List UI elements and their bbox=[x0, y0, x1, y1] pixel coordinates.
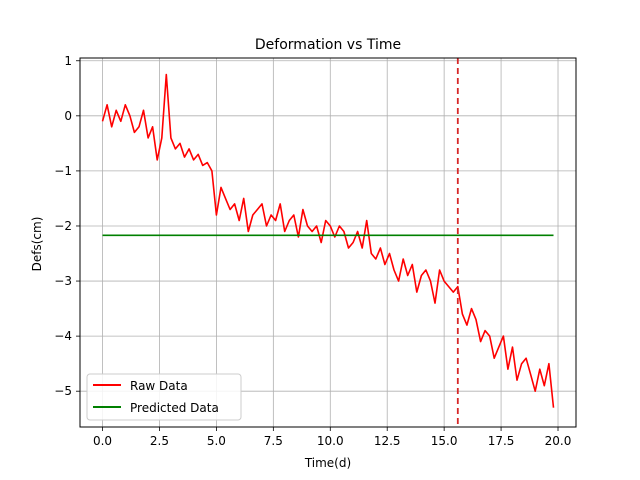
y-tick-label: −5 bbox=[54, 384, 72, 398]
y-tick-label: −3 bbox=[54, 274, 72, 288]
axis-ticks: 0.0 2.5 5.0 7.5 10.0 12.5 15.0 17.5 20.0 1 0 −1 −2 −3… bbox=[54, 54, 571, 448]
legend: Raw Data Predicted Data bbox=[86, 373, 242, 421]
y-tick-label: 1 bbox=[64, 54, 72, 68]
plot-series bbox=[101, 73, 555, 408]
chart-title: Deformation vs Time bbox=[255, 37, 401, 53]
x-tick-label: 5.0 bbox=[207, 434, 226, 448]
x-axis-label: Time(d) bbox=[304, 456, 351, 470]
legend-label-predicted-data: Predicted Data bbox=[130, 401, 219, 415]
legend-label-raw-data: Raw Data bbox=[130, 379, 188, 393]
y-tick-label: 0 bbox=[64, 109, 72, 123]
x-tick-label: 20.0 bbox=[545, 434, 572, 448]
plot-frame bbox=[79, 57, 577, 428]
y-tick-label: −4 bbox=[54, 329, 72, 343]
y-tick-label: −2 bbox=[54, 219, 72, 233]
legend-box bbox=[86, 373, 242, 421]
x-tick-label: 15.0 bbox=[431, 434, 458, 448]
x-tick-label: 10.0 bbox=[317, 434, 344, 448]
x-tick-label: 7.5 bbox=[264, 434, 283, 448]
x-tick-label: 12.5 bbox=[374, 434, 401, 448]
x-tick-label: 17.5 bbox=[488, 434, 515, 448]
x-tick-label: 0.0 bbox=[93, 434, 112, 448]
y-tick-label: −1 bbox=[54, 164, 72, 178]
grid bbox=[80, 58, 576, 427]
y-axis-label: Defs(cm) bbox=[30, 217, 44, 272]
x-tick-label: 2.5 bbox=[150, 434, 169, 448]
series-line-raw-data bbox=[101, 73, 555, 408]
